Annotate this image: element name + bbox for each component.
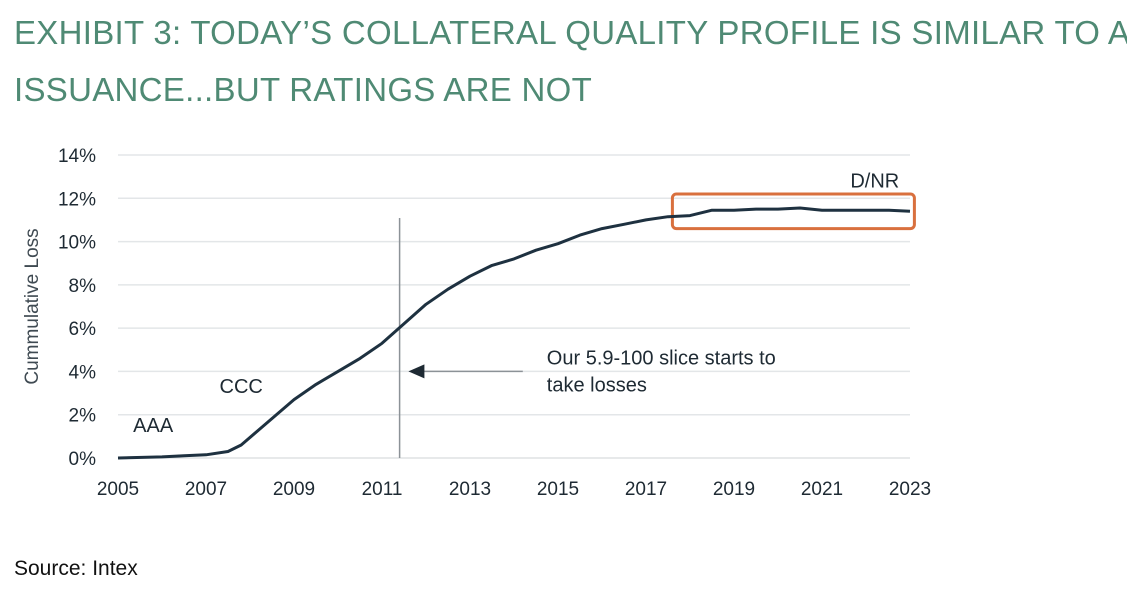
- x-tick-label: 2023: [889, 479, 931, 500]
- gridlines: [118, 154, 910, 459]
- x-tick-label: 2009: [273, 479, 315, 500]
- y-tick-label: 12%: [58, 189, 96, 210]
- chart-title-line-1: EXHIBIT 3: TODAY’S COLLATERAL QUALITY PR…: [14, 14, 1127, 51]
- y-tick-label: 10%: [58, 233, 96, 254]
- chart-title: EXHIBIT 3: TODAY’S COLLATERAL QUALITY PR…: [14, 4, 1127, 118]
- annotation-label: D/NR: [850, 170, 899, 192]
- highlight-box: [670, 192, 916, 231]
- annotations: AAA CCC D/NR: [133, 170, 899, 437]
- x-tick-label: 2007: [185, 479, 227, 500]
- y-axis-label: Cummulative Loss: [22, 228, 43, 384]
- x-tick-label: 2019: [713, 479, 755, 500]
- y-tick-label: 6%: [69, 319, 97, 340]
- annotation-note-line-2: take losses: [547, 374, 647, 396]
- chart-title-line-2: ISSUANCE...BUT RATINGS ARE NOT: [14, 71, 593, 108]
- x-tick-label: 2021: [801, 479, 843, 500]
- x-tick-label: 2017: [625, 479, 667, 500]
- y-tick-label: 0%: [69, 449, 97, 470]
- y-tick-label: 2%: [69, 406, 97, 427]
- y-tick-label: 8%: [69, 276, 97, 297]
- annotation-arrow-head: [408, 364, 425, 379]
- x-tick-label: 2005: [97, 479, 139, 500]
- x-tick-label: 2013: [449, 479, 491, 500]
- y-tick-label: 4%: [69, 362, 97, 383]
- series-line: [117, 206, 911, 460]
- cumulative-loss-chart: 0% 2% 4% 6% 8% 10% 12% 14% 2005 2007 2009 2011 2013…: [22, 146, 931, 500]
- x-axis-ticks: 2005 2007 2009 2011 2013 2015 2017 2019 2021 2023: [97, 479, 931, 500]
- annotation-label: AAA: [133, 415, 174, 437]
- annotation-label: CCC: [220, 376, 263, 398]
- annotation-note-line-1: Our 5.9-100 slice starts to: [547, 347, 776, 369]
- x-tick-label: 2011: [362, 479, 403, 500]
- y-tick-label: 14%: [58, 146, 96, 167]
- source-note: Source: Intex: [14, 557, 138, 580]
- x-tick-label: 2015: [537, 479, 579, 500]
- y-axis-ticks: 0% 2% 4% 6% 8% 10% 12% 14%: [58, 146, 96, 470]
